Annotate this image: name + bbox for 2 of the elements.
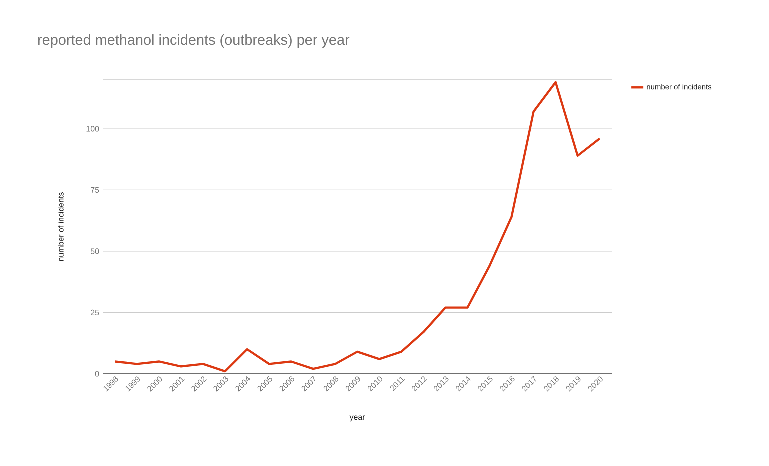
line-series xyxy=(114,81,601,373)
chart-title: reported methanol incidents (outbreaks) per year xyxy=(38,34,350,48)
